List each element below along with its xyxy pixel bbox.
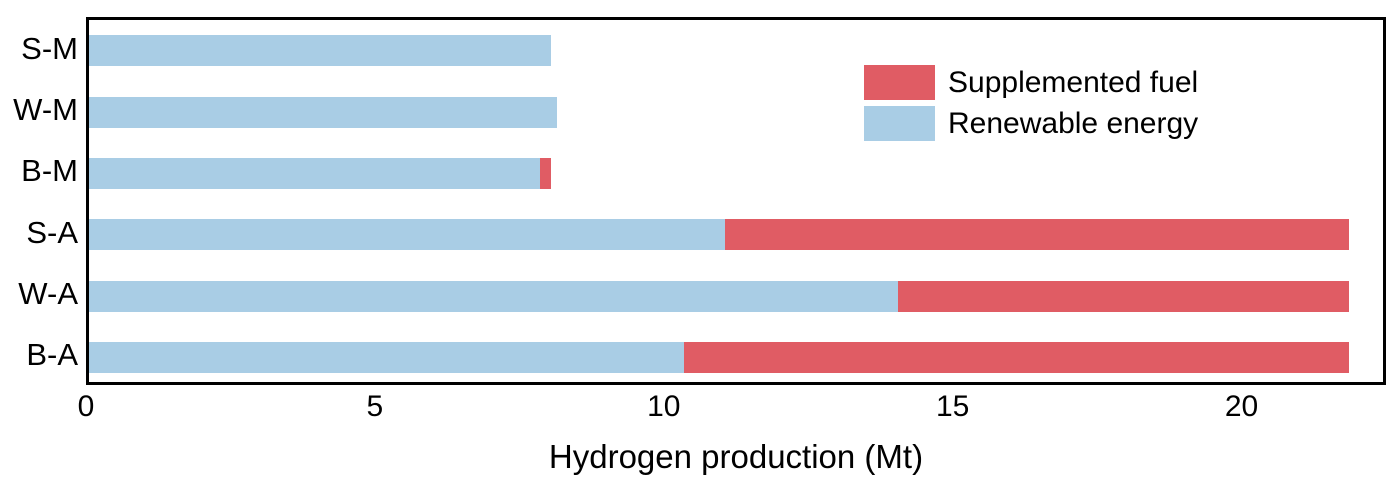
bar-row-b-a	[89, 341, 1383, 373]
legend-item-supplemented-fuel: Supplemented fuel	[864, 65, 1198, 100]
bar-segment-b-a-supplemented-fuel	[684, 341, 1349, 373]
bar-segment-w-a-supplemented-fuel	[897, 280, 1349, 312]
x-axis-title: Hydrogen production (Mt)	[548, 438, 924, 475]
legend-swatch-supplemented-fuel	[864, 65, 935, 100]
x-axis-tick-5: 5	[366, 390, 384, 423]
legend-item-renewable-energy: Renewable energy	[864, 106, 1198, 141]
bar-row-w-m	[89, 96, 1383, 128]
legend-swatch-renewable-energy	[864, 106, 935, 141]
bar-segment-s-a-renewable-energy	[89, 219, 725, 251]
bar-row-s-m	[89, 35, 1383, 67]
y-axis-label-w-a: W-A	[18, 276, 78, 311]
bar-segment-s-a-supplemented-fuel	[724, 219, 1349, 251]
bar-segment-s-m-renewable-energy	[89, 35, 552, 67]
bar-segment-b-m-supplemented-fuel	[539, 157, 552, 189]
bar-row-w-a	[89, 280, 1383, 312]
plot-area: Supplemented fuel Renewable energy	[86, 17, 1386, 385]
legend: Supplemented fuel Renewable energy	[864, 65, 1198, 141]
y-axis-label-s-m: S-M	[21, 30, 78, 66]
x-axis-tick-0: 0	[77, 390, 95, 423]
bar-segment-b-a-renewable-energy	[89, 341, 685, 373]
y-axis-label-w-m: W-M	[13, 92, 78, 127]
y-axis-label-s-a: S-A	[26, 214, 78, 250]
legend-label-renewable-energy: Renewable energy	[948, 107, 1199, 140]
legend-label-supplemented-fuel: Supplemented fuel	[948, 66, 1199, 99]
x-axis-tick-10: 10	[647, 390, 681, 423]
bar-segment-b-m-renewable-energy	[89, 157, 540, 189]
y-axis-label-b-m: B-M	[21, 153, 78, 189]
bar-segment-w-m-renewable-energy	[89, 96, 557, 128]
bar-row-s-a	[89, 219, 1383, 251]
x-axis-tick-20: 20	[1224, 390, 1259, 423]
x-axis-tick-15: 15	[935, 390, 970, 423]
y-axis-label-b-a: B-A	[26, 337, 78, 373]
bar-segment-w-a-renewable-energy	[89, 280, 898, 312]
bar-row-b-m	[89, 157, 1383, 189]
